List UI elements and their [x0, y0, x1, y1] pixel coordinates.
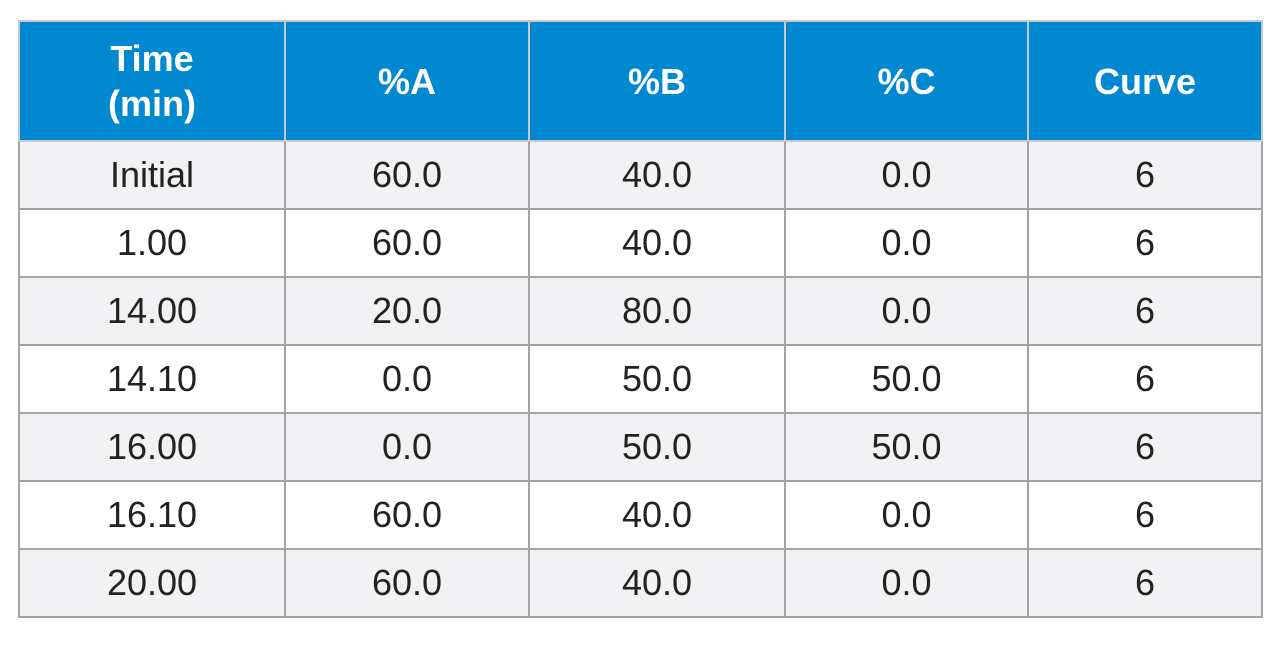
- table-cell: 14.10: [18, 344, 286, 414]
- table-cell: 1.00: [18, 208, 286, 278]
- table-body: Initial 60.0 40.0 0.0 6 1.00 60.0 40.0 0.0 6 14.00…: [18, 140, 1263, 618]
- table-cell: 50.0: [784, 412, 1029, 482]
- table-cell: 6: [1027, 276, 1263, 346]
- table-row: Initial 60.0 40.0 0.0 6: [18, 140, 1263, 210]
- header-text: %B: [627, 60, 686, 102]
- table-cell: 14.00: [18, 276, 286, 346]
- header-text: %C: [877, 60, 936, 102]
- gradient-table: Time (min) %A %B %C Curve Initial 60.0 40.0 0.0…: [18, 20, 1263, 618]
- header-cell: Time (min): [18, 20, 286, 142]
- table-cell: 0.0: [784, 208, 1029, 278]
- table-row: 14.00 20.0 80.0 0.0 6: [18, 276, 1263, 346]
- table-cell: 60.0: [284, 480, 530, 550]
- table-cell: 6: [1027, 480, 1263, 550]
- header-cell: %C: [784, 20, 1029, 142]
- header-text: Time (min): [108, 38, 196, 124]
- table-row: 16.10 60.0 40.0 0.0 6: [18, 480, 1263, 550]
- table-cell: 0.0: [784, 140, 1029, 210]
- table-cell: 0.0: [784, 276, 1029, 346]
- table-cell: 60.0: [284, 140, 530, 210]
- table-cell: 40.0: [528, 548, 786, 618]
- table-cell: 16.10: [18, 480, 286, 550]
- header-cell: %B: [528, 20, 786, 142]
- table-cell: 6: [1027, 412, 1263, 482]
- header-text: Curve: [1093, 60, 1197, 102]
- table-cell: 20.0: [284, 276, 530, 346]
- table-cell: Initial: [18, 140, 286, 210]
- table-cell: 0.0: [784, 480, 1029, 550]
- table-cell: 20.00: [18, 548, 286, 618]
- table-cell: 40.0: [528, 480, 786, 550]
- table-cell: 6: [1027, 548, 1263, 618]
- table-cell: 60.0: [284, 548, 530, 618]
- table-cell: 6: [1027, 208, 1263, 278]
- table-row: 1.00 60.0 40.0 0.0 6: [18, 208, 1263, 278]
- table-cell: 50.0: [528, 412, 786, 482]
- table-header: Time (min) %A %B %C Curve: [18, 20, 1263, 142]
- header-row: Time (min) %A %B %C Curve: [18, 20, 1263, 142]
- table-cell: 0.0: [284, 344, 530, 414]
- table-cell: 50.0: [528, 344, 786, 414]
- table-cell: 60.0: [284, 208, 530, 278]
- table-cell: 40.0: [528, 140, 786, 210]
- table-row: 20.00 60.0 40.0 0.0 6: [18, 548, 1263, 618]
- table-cell: 50.0: [784, 344, 1029, 414]
- table-cell: 16.00: [18, 412, 286, 482]
- table-cell: 0.0: [784, 548, 1029, 618]
- table-row: 16.00 0.0 50.0 50.0 6: [18, 412, 1263, 482]
- header-text: %A: [377, 60, 436, 102]
- table-cell: 6: [1027, 344, 1263, 414]
- table-cell: 6: [1027, 140, 1263, 210]
- table-cell: 0.0: [284, 412, 530, 482]
- header-cell: Curve: [1027, 20, 1263, 142]
- table-cell: 80.0: [528, 276, 786, 346]
- table-row: 14.10 0.0 50.0 50.0 6: [18, 344, 1263, 414]
- table-cell: 40.0: [528, 208, 786, 278]
- header-cell: %A: [284, 20, 530, 142]
